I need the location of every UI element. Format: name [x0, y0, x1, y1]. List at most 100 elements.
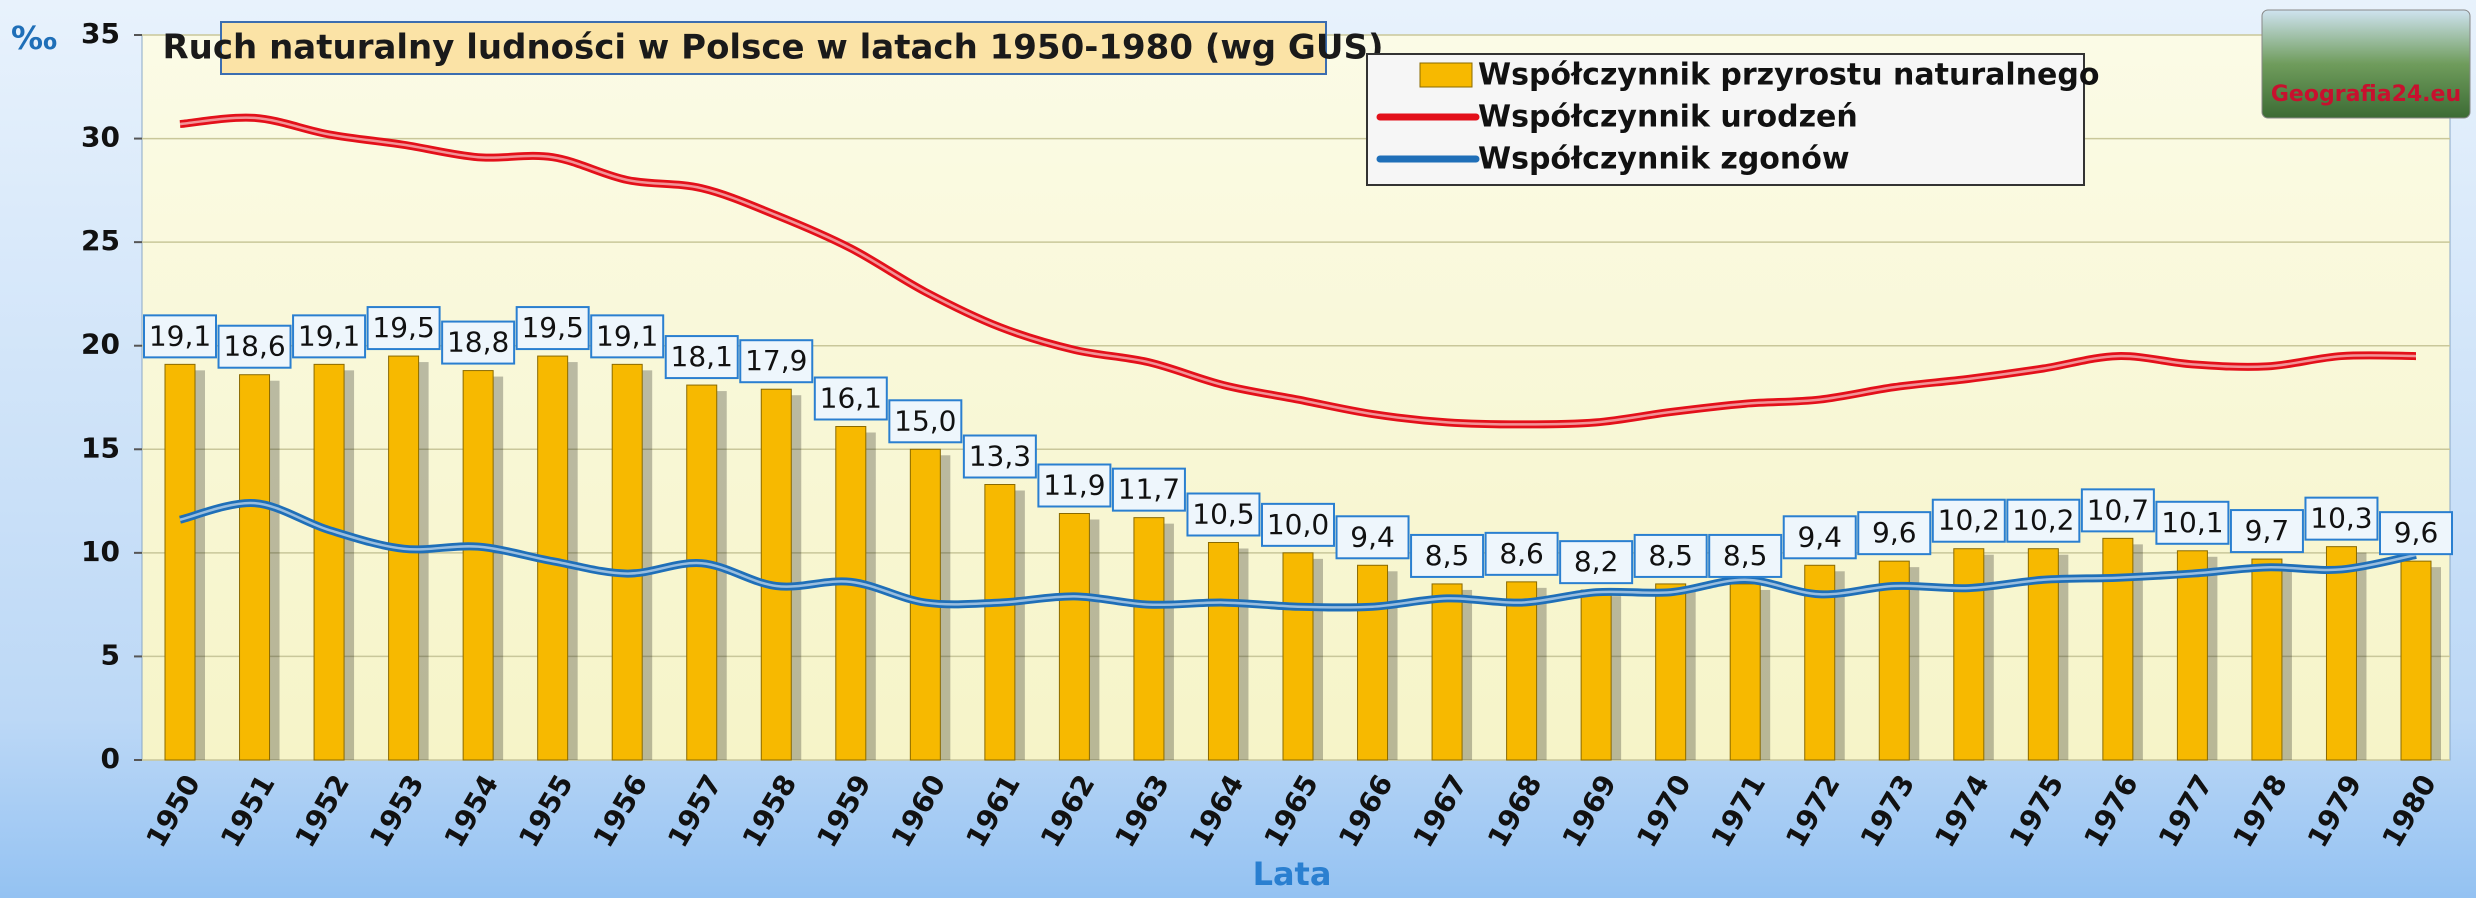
value-label-box — [217, 324, 292, 369]
bar — [2102, 537, 2134, 761]
value-label: 8,2 — [1574, 545, 1619, 578]
value-label-box — [813, 376, 888, 421]
legend — [1366, 53, 2085, 186]
value-label-box — [590, 314, 665, 359]
value-label: 19,1 — [149, 319, 211, 352]
y-tick-label: 25 — [81, 224, 120, 257]
bar — [1357, 564, 1389, 761]
value-label: 10,5 — [1192, 498, 1254, 531]
value-label: 15,0 — [894, 404, 956, 437]
x-axis-label: Lata — [1253, 855, 1332, 893]
value-label-box — [1261, 502, 1335, 547]
value-label-box — [2229, 509, 2304, 554]
bar — [1506, 581, 1538, 761]
y-tick-label: 20 — [81, 328, 120, 361]
value-label: 9,6 — [2394, 516, 2439, 549]
value-label: 10,2 — [1938, 504, 2000, 537]
bar — [611, 363, 643, 761]
bar — [1655, 583, 1687, 761]
value-label: 10,7 — [2087, 493, 2149, 526]
value-label-box — [1484, 531, 1559, 576]
value-label-box — [2155, 500, 2230, 545]
value-label-box — [1037, 463, 1112, 508]
bar — [1878, 560, 1910, 761]
value-label-box — [366, 306, 441, 351]
value-label-box — [2006, 498, 2081, 543]
value-label-box — [143, 314, 217, 359]
value-label-box — [1559, 540, 1634, 585]
value-label: 19,5 — [372, 311, 434, 344]
value-label: 18,6 — [223, 330, 285, 363]
value-label-box — [1931, 498, 2006, 543]
bar — [239, 374, 271, 761]
value-label-box — [1410, 533, 1485, 578]
value-label: 19,5 — [521, 311, 583, 344]
value-label: 10,2 — [2012, 504, 2074, 537]
value-label: 17,9 — [745, 344, 807, 377]
bar — [984, 484, 1016, 761]
title-box — [220, 21, 1327, 75]
bar — [388, 355, 420, 761]
legend-swatch — [1419, 62, 1473, 88]
value-label: 9,4 — [1350, 520, 1395, 553]
bar — [462, 370, 494, 761]
value-label: 8,6 — [1499, 537, 1544, 570]
value-label: 9,4 — [1797, 520, 1842, 553]
value-label: 10,0 — [1267, 508, 1329, 541]
value-label: 8,5 — [1723, 539, 1768, 572]
bar — [686, 384, 718, 761]
value-label: 10,3 — [2310, 502, 2372, 535]
bar — [2251, 558, 2283, 761]
value-label-box — [1857, 511, 1932, 556]
value-label: 11,9 — [1043, 469, 1105, 502]
bar — [1133, 517, 1165, 761]
value-label-box — [2304, 496, 2379, 541]
bar — [313, 363, 345, 761]
value-label: 11,7 — [1118, 473, 1180, 506]
bar — [1580, 589, 1612, 761]
bar — [1953, 548, 1985, 761]
value-label-box — [962, 434, 1037, 479]
value-label-box — [1633, 533, 1708, 578]
bar — [760, 388, 792, 761]
logo-text: Geografia24.eu — [2271, 82, 2461, 107]
line-highlight — [179, 116, 2417, 426]
bar — [1058, 513, 1090, 761]
legend-label: Współczynnik przyrostu naturalnego — [1478, 58, 2099, 93]
y-tick-label: 30 — [81, 121, 120, 154]
value-label: 8,5 — [1425, 539, 1470, 572]
bar — [164, 363, 196, 761]
bar — [1282, 552, 1314, 761]
bar — [1207, 542, 1239, 761]
value-label: 8,5 — [1648, 539, 1693, 572]
bar — [2176, 550, 2208, 761]
value-label-box — [1708, 533, 1783, 578]
legend-label: Współczynnik zgonów — [1478, 142, 1850, 177]
y-tick-label: 5 — [101, 638, 120, 671]
bar — [2400, 560, 2432, 761]
value-label-box — [1111, 467, 1186, 512]
value-label: 10,1 — [2161, 506, 2223, 539]
value-label: 16,1 — [820, 382, 882, 415]
y-tick-label: 35 — [81, 17, 120, 50]
value-label-box — [515, 306, 590, 351]
y-tick-label: 0 — [101, 742, 120, 775]
value-label-box — [664, 335, 739, 380]
logo — [2261, 9, 2471, 119]
value-label-box — [739, 339, 814, 384]
value-label: 19,1 — [596, 319, 658, 352]
y-tick-label: 15 — [81, 431, 120, 464]
line-highlight — [179, 501, 2417, 609]
value-label: 19,1 — [298, 319, 360, 352]
value-label-box — [1186, 492, 1261, 537]
value-label-box — [1335, 515, 1410, 560]
bar — [2325, 546, 2357, 761]
value-label: 18,1 — [671, 340, 733, 373]
bar — [1729, 583, 1761, 761]
value-label: 13,3 — [969, 440, 1031, 473]
value-label-box — [2379, 511, 2453, 556]
chart-title: Ruch naturalny ludności w Polsce w latac… — [163, 28, 1384, 68]
value-label-box — [888, 399, 963, 444]
